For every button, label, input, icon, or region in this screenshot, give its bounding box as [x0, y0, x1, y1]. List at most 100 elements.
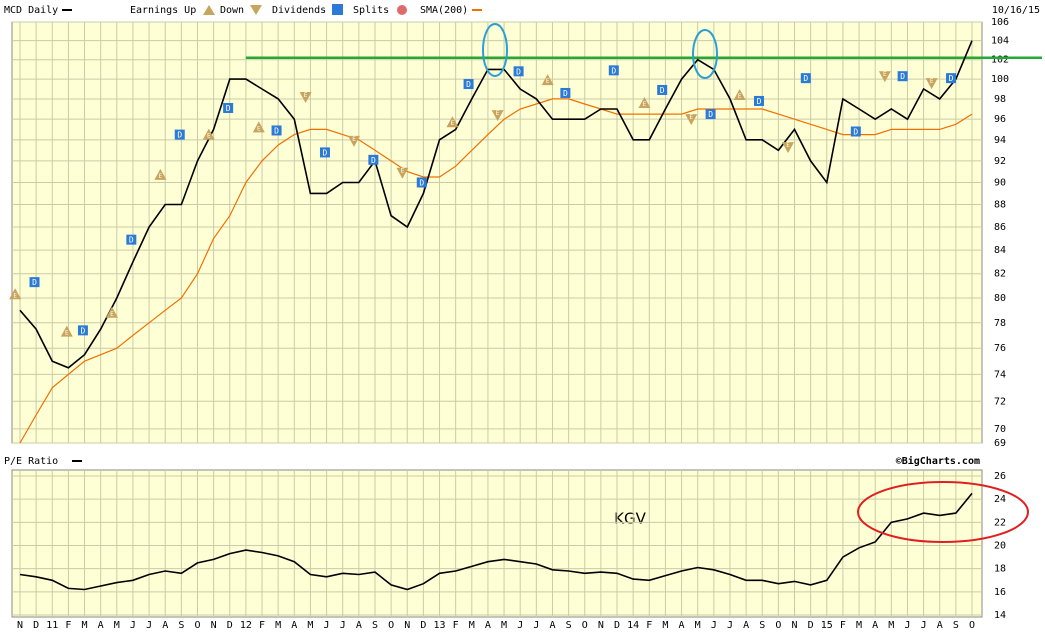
earnings-marker — [878, 71, 891, 83]
x-tick-label: S — [759, 620, 765, 631]
highlight — [857, 481, 1029, 543]
x-tick-label: A — [98, 620, 104, 631]
marker-symbol: E — [451, 120, 455, 127]
chart-title: MCD Daily — [4, 5, 58, 16]
x-tick-label: 15 — [821, 620, 833, 631]
y-tick-label: 94 — [994, 135, 1006, 146]
marker-symbol: E — [304, 92, 308, 99]
x-tick-label: M — [275, 620, 281, 631]
x-tick-label: J — [324, 620, 330, 631]
price-panel — [11, 21, 983, 444]
x-tick-label: M — [662, 620, 668, 631]
earnings-marker — [252, 121, 265, 133]
marker-symbol: D — [853, 128, 858, 137]
x-tick-label: A — [743, 620, 749, 631]
earnings-marker — [105, 306, 118, 318]
x-tick-label: J — [533, 620, 539, 631]
y-tick-label: 90 — [994, 177, 1006, 188]
x-tick-label: J — [711, 620, 717, 631]
earnings-marker — [638, 96, 651, 108]
plot: N D 11 F M A M J J A S O N D 12 F M A M J J A S O N D 13 F M A M J J A S O N… — [9, 17, 1042, 631]
x-tick-label: D — [420, 620, 426, 631]
x-tick-label: N — [598, 620, 604, 631]
x-tick-label: S — [178, 620, 184, 631]
x-tick-label: J — [517, 620, 523, 631]
marker-symbol: E — [65, 330, 69, 337]
y-tick-label: 98 — [994, 94, 1006, 105]
earnings-marker — [925, 78, 938, 90]
y-tick-label: 80 — [994, 293, 1006, 304]
y-tick-label: 22 — [994, 517, 1006, 528]
y-tick-label: 18 — [994, 564, 1006, 575]
dividend-marker — [560, 87, 571, 98]
marker-symbol: E — [689, 114, 693, 121]
x-tick-label: D — [614, 620, 620, 631]
dividend-marker — [850, 126, 861, 137]
earnings-marker — [299, 91, 312, 103]
x-tick-label: O — [582, 620, 588, 631]
y-tick-label: 100 — [991, 74, 1009, 85]
marker-symbol: D — [274, 126, 279, 135]
x-tick-label: O — [388, 620, 394, 631]
y-tick-label: 104 — [991, 36, 1009, 47]
earnings-marker — [396, 167, 409, 179]
dividend-marker — [754, 95, 765, 106]
dividend-marker — [77, 325, 88, 336]
dividend-marker — [946, 73, 957, 84]
x-tick-label: F — [840, 620, 846, 631]
earnings-marker — [154, 168, 167, 180]
dividend-marker — [368, 154, 379, 165]
marker-symbol: D — [466, 80, 471, 89]
annotation: KGV — [614, 510, 646, 528]
dividend-marker — [897, 71, 908, 82]
y-tick-label: 20 — [994, 541, 1006, 552]
dividend-marker — [513, 66, 524, 77]
credit: ©BigCharts.com — [896, 455, 980, 467]
pe-panel — [11, 469, 983, 618]
x-tick-label: N — [404, 620, 410, 631]
y-tick-label: 86 — [994, 222, 1006, 233]
y-tick-label: 70 — [994, 424, 1006, 435]
legend-label: Down — [220, 5, 244, 16]
x-tick-label: M — [307, 620, 313, 631]
earnings-marker — [348, 135, 361, 147]
marker-symbol: E — [13, 292, 17, 299]
marker-symbol: E — [643, 101, 647, 108]
x-tick-label: A — [356, 620, 362, 631]
x-tick-label: A — [872, 620, 878, 631]
y-tick-label: 106 — [991, 17, 1009, 28]
y-tick-label: 88 — [994, 199, 1006, 210]
marker-symbol: D — [708, 110, 713, 119]
dividend-marker — [319, 147, 330, 158]
earnings-marker — [782, 142, 795, 154]
marker-symbol: D — [516, 67, 521, 76]
series-line — [19, 492, 973, 591]
x-tick-label: M — [501, 620, 507, 631]
marker-symbol: D — [129, 236, 134, 245]
marker-symbol: E — [401, 168, 405, 175]
y-tick-label: 78 — [994, 318, 1006, 329]
y-tick-label: 74 — [994, 369, 1006, 380]
earnings-marker — [202, 128, 215, 140]
marker-symbol: E — [110, 311, 114, 318]
earnings-marker — [446, 116, 459, 128]
y-tick-label: 102 — [991, 55, 1009, 66]
marker-symbol: E — [257, 125, 261, 132]
marker-symbol: E — [738, 93, 742, 100]
x-tick-label: M — [469, 620, 475, 631]
x-tick-label: F — [259, 620, 265, 631]
marker-symbol: E — [207, 133, 211, 140]
y-tick-label: 14 — [994, 610, 1006, 621]
earnings-marker — [491, 110, 504, 122]
x-tick-label: M — [695, 620, 701, 631]
dividend-marker — [29, 277, 40, 288]
legend-icon — [203, 5, 215, 15]
legend-icon — [250, 5, 262, 15]
y-tick-label: 92 — [994, 156, 1006, 167]
x-tick-label: S — [953, 620, 959, 631]
y-tick-label: 84 — [994, 245, 1006, 256]
marker-symbol: E — [352, 136, 356, 143]
date-label: 10/16/15 — [992, 5, 1040, 16]
marker-symbol: E — [159, 173, 163, 180]
